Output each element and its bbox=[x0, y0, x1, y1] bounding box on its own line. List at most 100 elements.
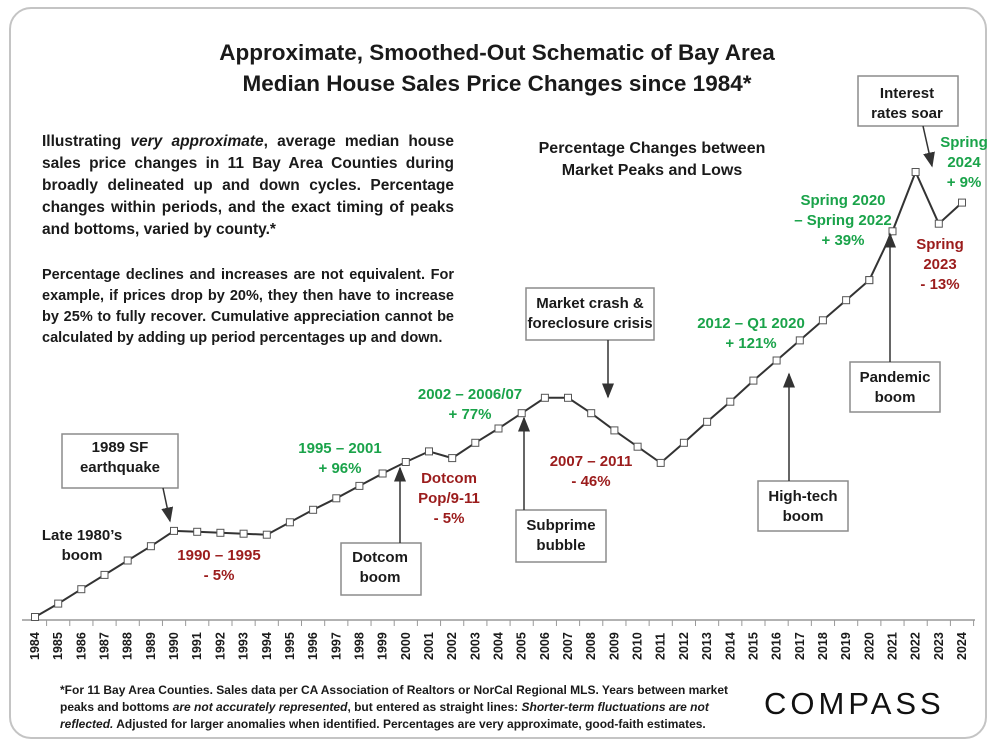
annotation-text: Spring bbox=[916, 236, 964, 253]
annotation-text: 2007 – 2011 bbox=[550, 453, 633, 470]
annotation-2020-2022: Spring 2020 – Spring 2022 + 39% bbox=[794, 192, 892, 249]
x-tick-label: 2003 bbox=[468, 632, 482, 660]
annotation-subprime: Subprime bubble bbox=[515, 509, 607, 563]
x-tick-label: 1993 bbox=[237, 632, 251, 660]
data-point bbox=[958, 198, 966, 207]
data-point bbox=[679, 438, 688, 447]
annotation-pandemic: Pandemic boom bbox=[849, 361, 941, 413]
x-tick-label: 1985 bbox=[51, 632, 65, 660]
x-tick-label: 2014 bbox=[723, 632, 737, 660]
x-tick-label: 1989 bbox=[144, 632, 158, 660]
annotation-2012-2020: 2012 – Q1 2020 + 121% bbox=[697, 315, 805, 352]
x-tick-label: 1994 bbox=[260, 632, 274, 660]
annotation-text: boom bbox=[783, 508, 824, 525]
data-point bbox=[193, 527, 202, 536]
data-point bbox=[818, 316, 827, 325]
annotation-text: boom bbox=[62, 547, 103, 564]
intro-paragraph: Illustrating very approximate, average m… bbox=[42, 131, 454, 241]
x-tick-label: 2024 bbox=[955, 632, 969, 660]
data-point bbox=[77, 585, 86, 594]
annotation-interest: Interest rates soar bbox=[857, 75, 959, 127]
data-point bbox=[401, 458, 410, 466]
data-point bbox=[170, 526, 178, 535]
annotation-crash: Market crash & foreclosure crisis bbox=[525, 287, 655, 341]
data-point bbox=[564, 393, 572, 402]
data-point bbox=[726, 397, 735, 406]
annotations: Percentage Changes between Market Peaks a… bbox=[42, 75, 988, 596]
annotation-text: Market crash & bbox=[536, 295, 644, 312]
footnote-emphasis-1: are not accurately represented bbox=[172, 700, 348, 714]
annotation-box bbox=[849, 361, 941, 413]
annotation-2002-2006: 2002 – 2006/07 + 77% bbox=[418, 386, 522, 423]
annotation-text: + 9% bbox=[947, 174, 982, 191]
annotation-text: 2024 bbox=[947, 154, 981, 171]
x-tick-label: 1998 bbox=[352, 632, 366, 660]
data-point bbox=[31, 613, 39, 621]
x-tick-label: 2019 bbox=[839, 632, 853, 660]
data-point bbox=[100, 570, 109, 579]
annotation-box bbox=[757, 480, 849, 532]
annotation-text: rates soar bbox=[871, 105, 943, 122]
annotation-dotcom-boom: Dotcom boom bbox=[340, 542, 422, 596]
data-point bbox=[842, 296, 851, 305]
data-point bbox=[540, 393, 549, 402]
x-tick-label: 1988 bbox=[121, 632, 135, 660]
annotation-text: 1995 – 2001 bbox=[298, 440, 381, 457]
x-tick-label: 2016 bbox=[770, 632, 784, 660]
data-point bbox=[425, 447, 433, 456]
annotation-box bbox=[61, 433, 179, 489]
annotation-text: 2012 – Q1 2020 bbox=[697, 315, 805, 332]
x-tick-label: 1992 bbox=[213, 632, 227, 660]
data-point bbox=[146, 542, 155, 551]
annotation-text: + 77% bbox=[449, 406, 492, 423]
footnote-emphasis-2: Shorter-term fluctuations are not reflec… bbox=[60, 700, 709, 731]
x-tick-label: 2009 bbox=[607, 632, 621, 660]
x-tick-label: 2013 bbox=[700, 632, 714, 660]
intro-part-1: Illustrating bbox=[42, 133, 131, 150]
x-tick-label: 2018 bbox=[816, 632, 830, 660]
annotation-box bbox=[525, 287, 655, 341]
x-tick-label: 2022 bbox=[909, 632, 923, 660]
x-tick-label: 2012 bbox=[677, 632, 691, 660]
x-tick-label: 1987 bbox=[98, 632, 112, 660]
footnote-part-3: Adjusted for larger anomalies when ident… bbox=[113, 717, 706, 731]
data-point bbox=[633, 442, 642, 451]
annotation-text: 2002 – 2006/07 bbox=[418, 386, 522, 403]
x-tick-label: 2020 bbox=[862, 632, 876, 660]
data-point bbox=[262, 530, 271, 539]
annotation-box bbox=[857, 75, 959, 127]
x-tick-label: 1984 bbox=[28, 632, 42, 660]
data-point bbox=[123, 556, 132, 565]
annotation-late-1980s: Late 1980’s boom bbox=[42, 527, 122, 564]
annotation-text: boom bbox=[875, 389, 916, 406]
data-point bbox=[239, 529, 248, 538]
annotation-text: Subprime bbox=[526, 517, 595, 534]
data-point bbox=[54, 599, 63, 608]
data-point bbox=[587, 409, 596, 418]
data-point bbox=[749, 376, 758, 385]
x-tick-label: 2008 bbox=[584, 632, 598, 660]
x-tick-label: 2023 bbox=[932, 632, 946, 660]
chart-title-line: Market Peaks and Lows bbox=[562, 162, 743, 179]
annotation-text: 1989 SF bbox=[92, 439, 149, 456]
annotation-text: Interest bbox=[880, 85, 934, 102]
annotation-text: Spring 2020 bbox=[800, 192, 885, 209]
annotation-spring-2024: Spring 2024 + 9% bbox=[940, 134, 988, 191]
pointer-arrow bbox=[161, 487, 174, 523]
x-tick-label: 1991 bbox=[190, 632, 204, 660]
x-tick-label: 2015 bbox=[746, 632, 760, 660]
data-point bbox=[285, 518, 294, 527]
x-tick-label: 2005 bbox=[515, 632, 529, 660]
annotation-text: - 13% bbox=[920, 276, 959, 293]
x-tick-label: 1995 bbox=[283, 632, 297, 660]
chart-frame bbox=[9, 7, 987, 739]
annotation-text: + 121% bbox=[725, 335, 776, 352]
intro-emphasis: very approximate bbox=[130, 133, 264, 150]
footnote-part-2: , but entered as straight lines: bbox=[347, 700, 522, 714]
x-tick-label: 2001 bbox=[422, 632, 436, 660]
data-point bbox=[703, 417, 712, 426]
x-tick-label: 2006 bbox=[538, 632, 552, 660]
annotation-2007-2011: 2007 – 2011 - 46% bbox=[550, 453, 633, 490]
annotation-text: – Spring 2022 bbox=[794, 212, 892, 229]
annotation-text: bubble bbox=[536, 537, 585, 554]
